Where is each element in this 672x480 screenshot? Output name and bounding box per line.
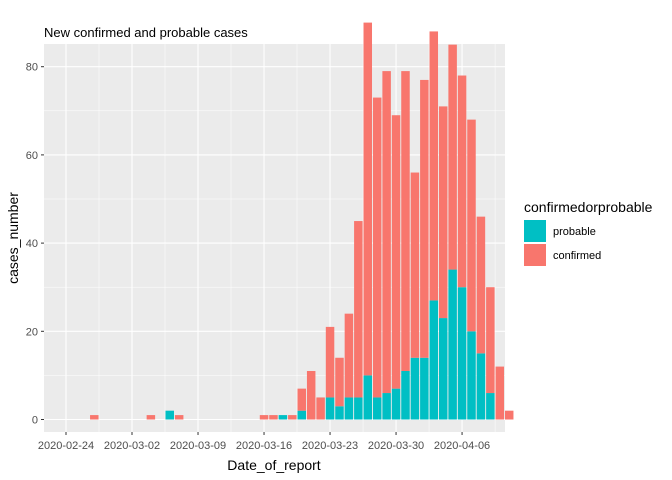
bar-probable bbox=[391, 388, 401, 420]
bar-probable bbox=[297, 410, 306, 420]
x-axis-title: Date_of_report bbox=[227, 457, 321, 473]
bar-probable bbox=[344, 397, 354, 420]
bar-probable bbox=[486, 393, 495, 420]
y-axis-title: cases_number bbox=[5, 192, 21, 284]
bar-confirmed bbox=[467, 119, 476, 332]
bar-probable bbox=[354, 397, 363, 420]
bar-confirmed bbox=[438, 106, 448, 319]
legend-swatch-confirmed bbox=[524, 244, 546, 266]
bar-confirmed bbox=[174, 415, 184, 420]
bar-confirmed bbox=[316, 397, 325, 420]
bar-confirmed bbox=[504, 410, 514, 420]
bar-probable bbox=[467, 331, 476, 420]
y-axis: 0 20 40 60 80 bbox=[26, 62, 44, 427]
y-tick-label: 80 bbox=[26, 62, 38, 74]
x-tick-label: 2020-04-06 bbox=[434, 440, 490, 452]
bar-confirmed bbox=[448, 44, 457, 270]
x-tick-label: 2020-03-30 bbox=[368, 440, 424, 452]
bar-probable bbox=[420, 357, 429, 420]
bars bbox=[90, 22, 514, 420]
y-tick-label: 20 bbox=[26, 326, 38, 338]
bar-probable bbox=[165, 410, 174, 420]
bar-confirmed bbox=[146, 415, 156, 420]
bar-probable bbox=[325, 397, 335, 420]
bar-probable bbox=[476, 353, 486, 420]
bar-confirmed bbox=[344, 313, 354, 398]
bar-confirmed bbox=[410, 172, 420, 358]
bar-confirmed bbox=[297, 388, 306, 411]
bar-confirmed bbox=[391, 115, 401, 389]
bar-probable bbox=[372, 397, 382, 420]
y-tick-label: 60 bbox=[26, 150, 38, 162]
bar-confirmed bbox=[306, 370, 316, 420]
legend-swatch-probable bbox=[524, 220, 546, 242]
bar-probable bbox=[363, 375, 373, 420]
chart-title: New confirmed and probable cases bbox=[44, 25, 248, 40]
x-axis: 2020-02-24 2020-03-02 2020-03-09 2020-03-16… bbox=[38, 432, 490, 452]
x-tick-label: 2020-02-24 bbox=[38, 440, 94, 452]
y-tick-label: 0 bbox=[32, 415, 38, 427]
bar-probable bbox=[278, 415, 288, 420]
x-tick-label: 2020-03-09 bbox=[170, 440, 226, 452]
legend-label-probable: probable bbox=[553, 226, 596, 238]
bar-confirmed bbox=[382, 71, 391, 394]
bar-probable bbox=[410, 357, 420, 420]
bar-confirmed bbox=[363, 22, 373, 376]
bar-confirmed bbox=[495, 366, 505, 420]
bar-probable bbox=[448, 269, 457, 420]
bar-confirmed bbox=[354, 221, 363, 398]
bar-probable bbox=[438, 318, 448, 420]
bar-confirmed bbox=[259, 415, 269, 420]
bar-confirmed bbox=[429, 31, 439, 301]
x-tick-label: 2020-03-16 bbox=[236, 440, 292, 452]
minor-gridlines bbox=[44, 44, 505, 432]
bar-confirmed bbox=[457, 75, 467, 288]
legend-label-confirmed: confirmed bbox=[553, 250, 601, 262]
bar-probable bbox=[335, 406, 344, 420]
bar-confirmed bbox=[288, 415, 297, 420]
bar-probable bbox=[429, 300, 439, 420]
bar-probable bbox=[401, 370, 410, 420]
bar-confirmed bbox=[325, 326, 335, 398]
bar-confirmed bbox=[486, 287, 495, 394]
bar-confirmed bbox=[420, 79, 429, 358]
bar-confirmed bbox=[401, 71, 410, 371]
bar-confirmed bbox=[90, 415, 99, 420]
legend-title: confirmedorprobable bbox=[524, 199, 653, 215]
bar-confirmed bbox=[269, 415, 278, 420]
bar-confirmed bbox=[476, 216, 486, 354]
x-tick-label: 2020-03-02 bbox=[104, 440, 160, 452]
bar-confirmed bbox=[335, 357, 344, 407]
y-tick-label: 40 bbox=[26, 238, 38, 250]
x-tick-label: 2020-03-23 bbox=[302, 440, 358, 452]
bar-probable bbox=[382, 393, 391, 420]
bar-probable bbox=[457, 287, 467, 420]
bar-confirmed bbox=[372, 97, 382, 398]
legend: confirmedorprobable probable confirmed bbox=[524, 199, 653, 266]
